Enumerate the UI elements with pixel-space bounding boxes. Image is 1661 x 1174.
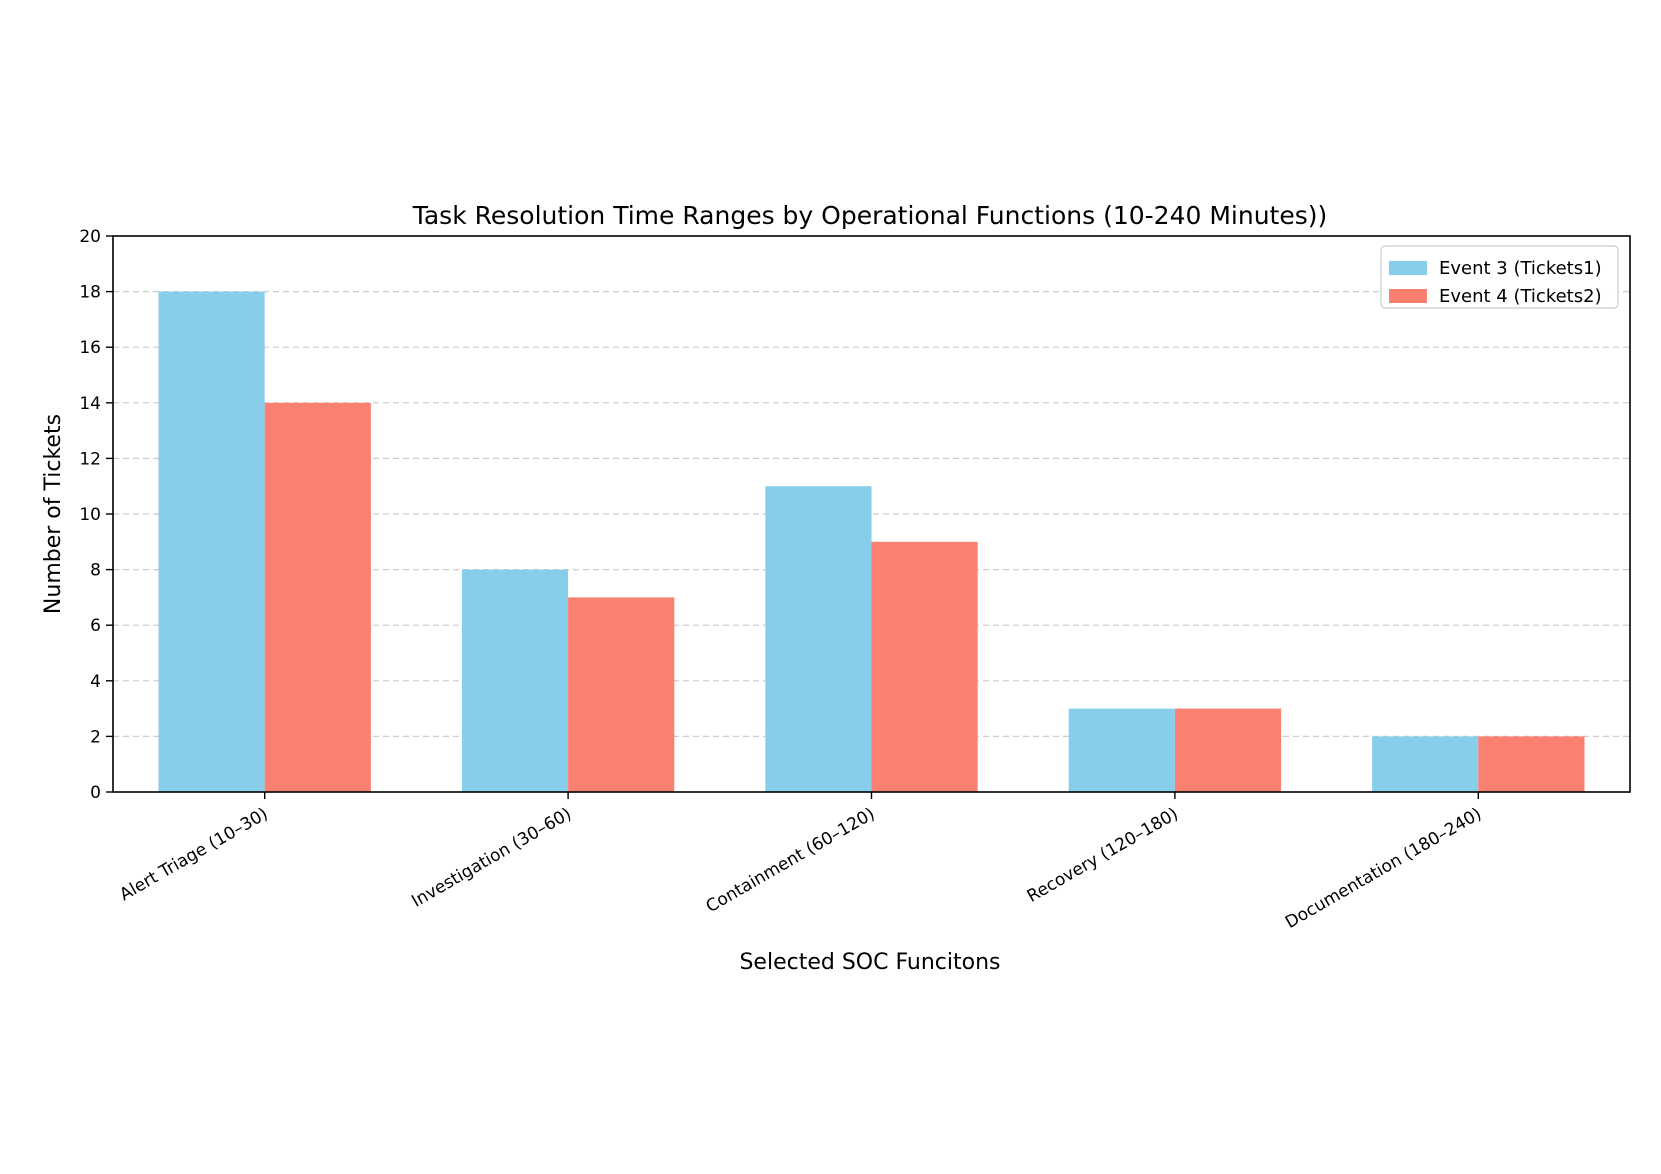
bar-event-4 xyxy=(568,597,675,792)
y-tick-label: 0 xyxy=(90,783,101,803)
x-axis-ticks: Alert Triage (10–30) Investigation (30–60… xyxy=(116,792,1485,933)
y-tick-label: 12 xyxy=(79,449,101,469)
x-tick-label: Alert Triage (10–30) xyxy=(116,804,271,905)
y-axis-ticks: 0 2 4 6 8 10 12 14 16 18 20 xyxy=(79,227,113,803)
bar-event-3 xyxy=(1372,736,1479,792)
legend: Event 3 (Tickets1) Event 4 (Tickets2) xyxy=(1380,245,1619,309)
legend-swatch xyxy=(1389,261,1427,275)
bar-event-3 xyxy=(765,486,872,792)
y-tick-label: 6 xyxy=(90,616,101,636)
bar-event-3 xyxy=(1068,708,1175,792)
y-tick-label: 16 xyxy=(79,338,101,358)
legend-label: Event 4 (Tickets2) xyxy=(1439,286,1602,307)
bar-event-4 xyxy=(871,541,978,792)
bar-event-3 xyxy=(461,569,569,792)
bar-event-4 xyxy=(1174,708,1282,792)
y-tick-label: 2 xyxy=(90,727,101,747)
x-tick-label: Investigation (30–60) xyxy=(408,804,575,912)
y-tick-label: 20 xyxy=(79,227,101,247)
legend-swatch xyxy=(1389,289,1427,303)
x-tick-label: Recovery (120–180) xyxy=(1024,804,1182,907)
chart-title: Task Resolution Time Ranges by Operation… xyxy=(412,201,1328,230)
y-tick-label: 4 xyxy=(90,672,101,692)
y-tick-label: 14 xyxy=(79,394,101,414)
y-tick-label: 18 xyxy=(79,283,101,303)
bar-event-4 xyxy=(1478,736,1585,792)
bar-event-4 xyxy=(264,402,371,792)
legend-box xyxy=(1380,245,1619,309)
x-axis-title: Selected SOC Funcitons xyxy=(739,950,1000,975)
x-tick-label: Containment (60–120) xyxy=(703,804,879,917)
legend-label: Event 3 (Tickets1) xyxy=(1439,258,1602,279)
y-axis-title: Number of Tickets xyxy=(41,414,66,614)
y-tick-label: 10 xyxy=(79,505,101,525)
y-tick-label: 8 xyxy=(90,561,101,581)
bar-event-3 xyxy=(158,291,265,792)
x-tick-label: Documentation (180–240) xyxy=(1282,804,1485,933)
bars xyxy=(158,291,1585,792)
